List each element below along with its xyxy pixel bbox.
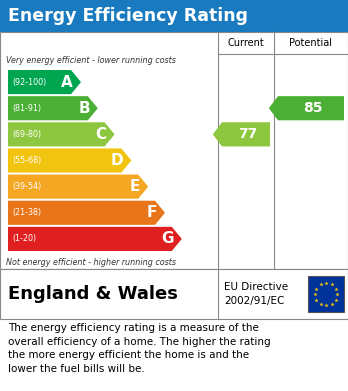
Polygon shape (213, 122, 270, 146)
Text: C: C (95, 127, 106, 142)
Polygon shape (269, 96, 344, 120)
Text: A: A (61, 75, 73, 90)
Polygon shape (8, 122, 114, 146)
Text: Energy Efficiency Rating: Energy Efficiency Rating (8, 7, 248, 25)
Text: (1-20): (1-20) (12, 235, 36, 244)
Polygon shape (8, 227, 182, 251)
Text: Not energy efficient - higher running costs: Not energy efficient - higher running co… (6, 258, 176, 267)
Text: England & Wales: England & Wales (8, 285, 178, 303)
Text: F: F (147, 205, 157, 220)
Bar (0, 269, 348, 319)
Bar (0, 0, 348, 32)
Polygon shape (8, 174, 148, 199)
Text: (81-91): (81-91) (12, 104, 41, 113)
Polygon shape (8, 70, 81, 94)
Bar (0, 32, 348, 269)
Text: (39-54): (39-54) (12, 182, 41, 191)
Text: B: B (78, 101, 90, 116)
Text: Very energy efficient - lower running costs: Very energy efficient - lower running co… (6, 56, 176, 65)
Text: 77: 77 (238, 127, 257, 142)
Text: (69-80): (69-80) (12, 130, 41, 139)
Text: Current: Current (228, 38, 264, 48)
Text: D: D (111, 153, 124, 168)
Polygon shape (8, 149, 132, 172)
Text: G: G (161, 231, 174, 246)
Text: (55-68): (55-68) (12, 156, 41, 165)
Text: Potential: Potential (290, 38, 332, 48)
FancyBboxPatch shape (308, 276, 344, 312)
Polygon shape (8, 96, 98, 120)
Text: (92-100): (92-100) (12, 77, 46, 86)
Text: The energy efficiency rating is a measure of the
overall efficiency of a home. T: The energy efficiency rating is a measur… (8, 323, 271, 374)
Text: (21-38): (21-38) (12, 208, 41, 217)
Text: E: E (130, 179, 140, 194)
Text: EU Directive
2002/91/EC: EU Directive 2002/91/EC (224, 282, 288, 306)
Text: 85: 85 (303, 101, 322, 115)
Polygon shape (8, 201, 165, 225)
